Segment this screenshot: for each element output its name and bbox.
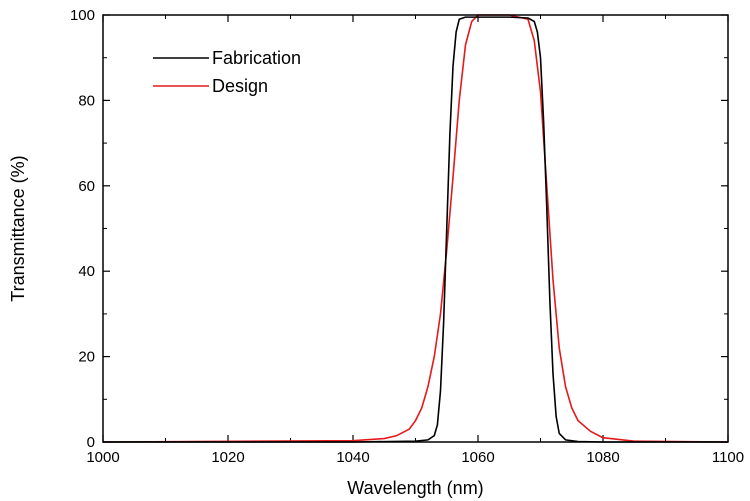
x-tick-label: 1020 [211, 449, 244, 466]
legend-box [150, 45, 328, 97]
x-tick-label: 1000 [86, 449, 119, 466]
x-tick-label: 1040 [336, 449, 369, 466]
series-line-fabrication [103, 16, 728, 443]
y-tick-label: 60 [78, 178, 95, 195]
y-axis-label: Transmittance (%) [8, 155, 28, 301]
x-tick-label: 1060 [461, 449, 494, 466]
x-tick-label: 1100 [712, 449, 744, 466]
plot-frame [102, 14, 729, 443]
x-tick-label: 1080 [586, 449, 619, 466]
y-tick-label: 80 [78, 92, 95, 109]
y-tick-label: 40 [78, 263, 95, 280]
x-axis-label: Wavelength (nm) [347, 478, 483, 498]
y-tick-label: 100 [70, 7, 95, 24]
y-tick-label: 20 [78, 349, 95, 366]
legend: Fabrication Design [150, 45, 328, 97]
legend-label-fabrication: Fabrication [212, 48, 301, 68]
legend-label-design: Design [212, 76, 268, 96]
y-tick-label: 0 [87, 434, 95, 451]
series-line-design [102, 14, 729, 443]
